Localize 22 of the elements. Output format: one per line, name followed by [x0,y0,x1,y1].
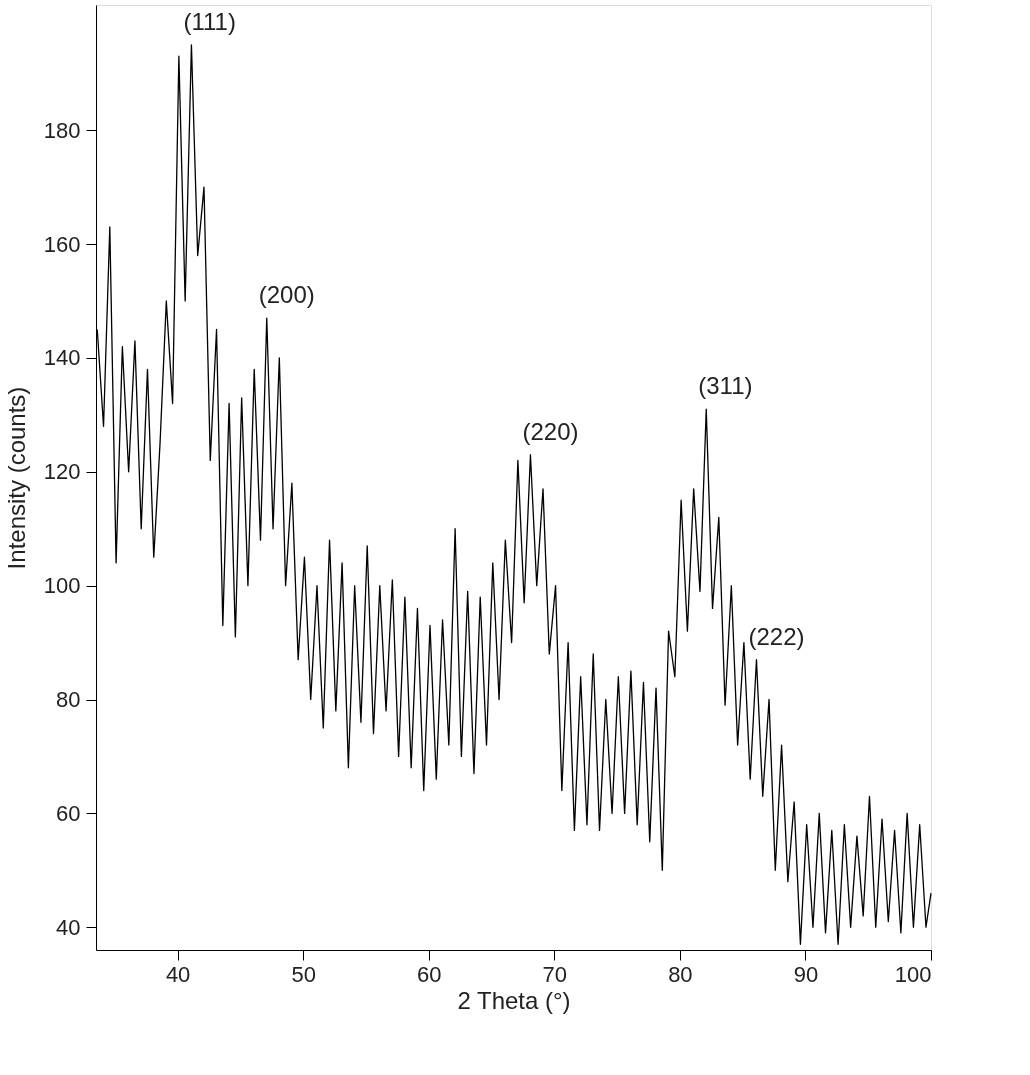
y-tick-label: 180 [43,117,81,143]
x-tick-label: 90 [793,961,819,987]
y-tick-label: 140 [43,345,81,371]
y-tick-label: 40 [56,914,81,940]
x-tick-label: 80 [668,961,693,987]
annotation: (220) [522,417,579,445]
annotation: (222) [748,622,805,650]
y-tick-label: 120 [43,459,81,485]
y-tick-label: 80 [56,687,81,713]
x-axis-title: 2 Theta (°) [457,986,571,1014]
annotation: (200) [258,281,315,309]
annotation: (311) [698,372,753,400]
y-tick-label: 160 [43,231,81,257]
annotation: (111) [183,7,236,35]
x-tick-label: 40 [165,961,191,987]
y-axis-title: Intensity (counts) [2,386,30,570]
y-tick-label: 100 [43,573,81,599]
y-tick-label: 60 [56,800,81,826]
x-tick-label: 70 [542,961,568,987]
x-tick-label: 60 [417,961,442,987]
x-tick-label: 100 [894,961,932,987]
x-tick-label: 50 [291,961,316,987]
